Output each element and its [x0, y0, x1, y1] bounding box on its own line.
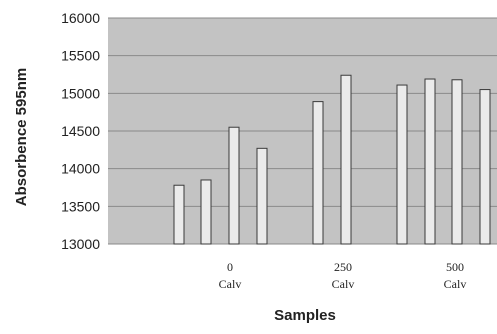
y-tick-label: 13000: [61, 236, 100, 252]
category-label-value: 500: [446, 260, 464, 274]
bar: [396, 84, 408, 245]
x-axis-categories: 0 Calv 250 Calv 500 Calv: [219, 260, 467, 291]
bar: [479, 89, 491, 245]
y-axis-title: Absorbence 595nm: [13, 68, 30, 206]
bar: [451, 79, 463, 245]
y-tick-label: 15500: [61, 48, 100, 64]
bar: [228, 126, 240, 245]
bar: [173, 184, 185, 245]
category-label-unit: Calv: [444, 277, 467, 291]
x-axis-title: Samples: [274, 307, 336, 324]
category-label-unit: Calv: [219, 277, 242, 291]
bar: [424, 78, 436, 245]
bar: [256, 147, 268, 245]
bar: [312, 101, 324, 245]
y-tick-label: 16000: [61, 10, 100, 26]
bar: [340, 74, 352, 245]
y-tick-label: 15000: [61, 85, 100, 101]
category-label-unit: Calv: [332, 277, 355, 291]
y-tick-label: 14500: [61, 123, 100, 139]
bar: [200, 179, 212, 245]
gridlines: [108, 17, 497, 245]
category-label-value: 0: [227, 260, 233, 274]
category-label-value: 250: [334, 260, 352, 274]
y-axis-ticks: 13000 13500 14000 14500 15000 15500 16000: [61, 10, 100, 252]
y-tick-label: 14000: [61, 161, 100, 177]
y-tick-label: 13500: [61, 198, 100, 214]
bars: [173, 74, 491, 245]
